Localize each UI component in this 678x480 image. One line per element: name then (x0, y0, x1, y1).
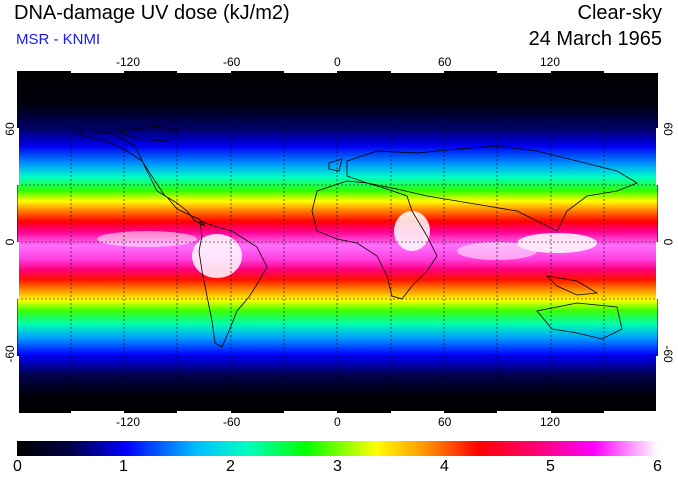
uv-dose-map (17, 71, 658, 413)
lat-tick-right: 60 (661, 122, 675, 136)
lat-tick-right: -60 (661, 345, 675, 363)
colorbar-label: 1 (119, 458, 128, 475)
lon-tick-bottom: -120 (116, 415, 141, 429)
lon-tick-bottom: 120 (540, 415, 561, 429)
map-title: DNA-damage UV dose (kJ/m2) (14, 2, 290, 24)
lat-tick-right: 0 (661, 238, 675, 246)
graticule (17, 71, 658, 413)
lon-tick-top: 120 (540, 55, 561, 69)
lon-tick-top: -120 (116, 55, 141, 69)
sky-condition-label: Clear-sky (577, 2, 662, 24)
colorbar-label: 0 (13, 458, 22, 475)
colorbar-label: 2 (226, 458, 235, 475)
color-bar (17, 441, 658, 456)
date-label: 24 March 1965 (528, 28, 662, 50)
colorbar-label: 3 (333, 458, 342, 475)
data-source-label: MSR - KNMI (16, 31, 101, 48)
lat-tick-left: 60 (3, 122, 17, 136)
lat-tick-left: -60 (3, 345, 17, 363)
coastlines (76, 125, 638, 348)
lat-tick-left: 0 (3, 238, 17, 246)
colorbar-label: 4 (440, 458, 449, 475)
colorbar-label: 5 (546, 458, 555, 475)
lon-tick-bottom: 0 (334, 415, 341, 429)
colorbar-label: 6 (653, 458, 662, 475)
lon-tick-top: -60 (223, 55, 241, 69)
map-frame (17, 71, 658, 413)
lon-tick-top: 60 (438, 55, 452, 69)
lon-tick-bottom: 60 (438, 415, 452, 429)
lon-tick-top: 0 (334, 55, 341, 69)
lon-tick-bottom: -60 (223, 415, 241, 429)
